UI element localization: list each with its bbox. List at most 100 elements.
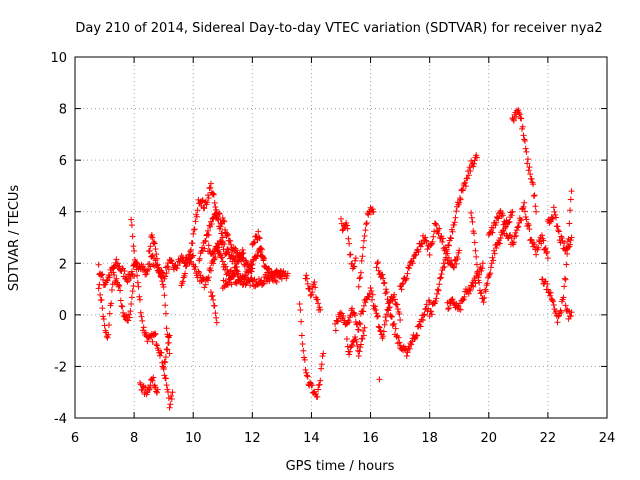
data-point [493,245,500,252]
y-tick-label: -2 [54,360,67,375]
data-point [117,297,124,304]
data-point [298,332,305,339]
data-point [224,232,231,239]
data-point [494,215,501,222]
data-point [558,234,565,241]
data-point [162,354,169,361]
data-point [520,132,527,139]
data-point [459,186,466,193]
data-point [487,270,494,277]
data-point [205,277,211,284]
data-point [99,271,106,278]
data-point [460,296,467,303]
data-point [472,247,479,254]
data-point [100,316,107,323]
data-point [562,247,569,254]
data-point [403,352,410,359]
data-point [296,300,303,307]
data-point [543,250,550,257]
data-point [547,218,554,225]
data-point [149,234,156,241]
data-point [551,208,558,215]
data-point [253,233,260,240]
data-point [349,305,356,312]
data-point [162,359,169,366]
data-point [202,281,209,288]
data-point [388,313,395,320]
data-point [384,296,391,303]
data-point [208,220,215,227]
data-point [488,260,495,267]
data-point [568,234,575,241]
data-point [555,227,562,234]
data-point [464,175,471,182]
data-point [568,309,575,316]
data-point [236,254,243,261]
data-point [233,263,240,270]
data-point [306,285,313,292]
data-point [519,123,526,130]
data-point [205,195,212,202]
data-point [502,220,509,227]
data-point [127,308,134,315]
data-point [299,341,306,348]
data-point [278,275,285,282]
data-point [159,363,166,370]
data-point [205,231,212,238]
data-point [508,212,515,219]
data-point [423,238,430,245]
data-point [465,172,472,179]
data-point [168,257,175,264]
data-point [168,392,175,399]
data-point [213,314,220,321]
x-tick-label: 14 [303,431,320,446]
data-point [382,314,389,321]
data-point [451,219,458,226]
data-point [495,239,502,246]
data-point [562,302,569,309]
data-point [221,226,228,233]
data-point [540,237,547,244]
data-point [560,294,567,301]
data-point [255,228,262,235]
data-point [114,260,121,267]
data-point [453,208,460,215]
data-point [457,306,464,313]
data-point [356,320,363,327]
data-point [356,275,363,282]
data-point [162,302,169,309]
data-point [211,247,218,254]
data-points [95,107,575,411]
data-point [105,322,112,329]
data-point [521,208,528,215]
data-point [188,246,195,253]
data-point [224,246,231,253]
data-point [142,271,149,278]
data-point [554,319,561,326]
data-point [515,107,522,114]
data-point [462,183,469,190]
data-point [132,258,139,265]
data-point [391,291,398,298]
data-point [186,260,193,267]
data-point [434,286,441,293]
data-point [306,286,313,293]
data-point [445,242,452,249]
data-point [162,273,169,280]
data-point [346,351,353,358]
data-point [371,303,378,310]
data-point [108,269,115,276]
data-point [456,195,463,202]
data-point [394,340,401,347]
data-point [513,232,520,239]
data-point [526,164,533,171]
data-point [164,386,171,393]
data-point [433,295,440,302]
data-point [453,260,460,267]
data-point [349,341,356,348]
data-point [439,239,446,246]
data-point [471,160,477,167]
data-point [244,269,251,276]
data-point [554,223,561,230]
data-point [214,215,221,222]
